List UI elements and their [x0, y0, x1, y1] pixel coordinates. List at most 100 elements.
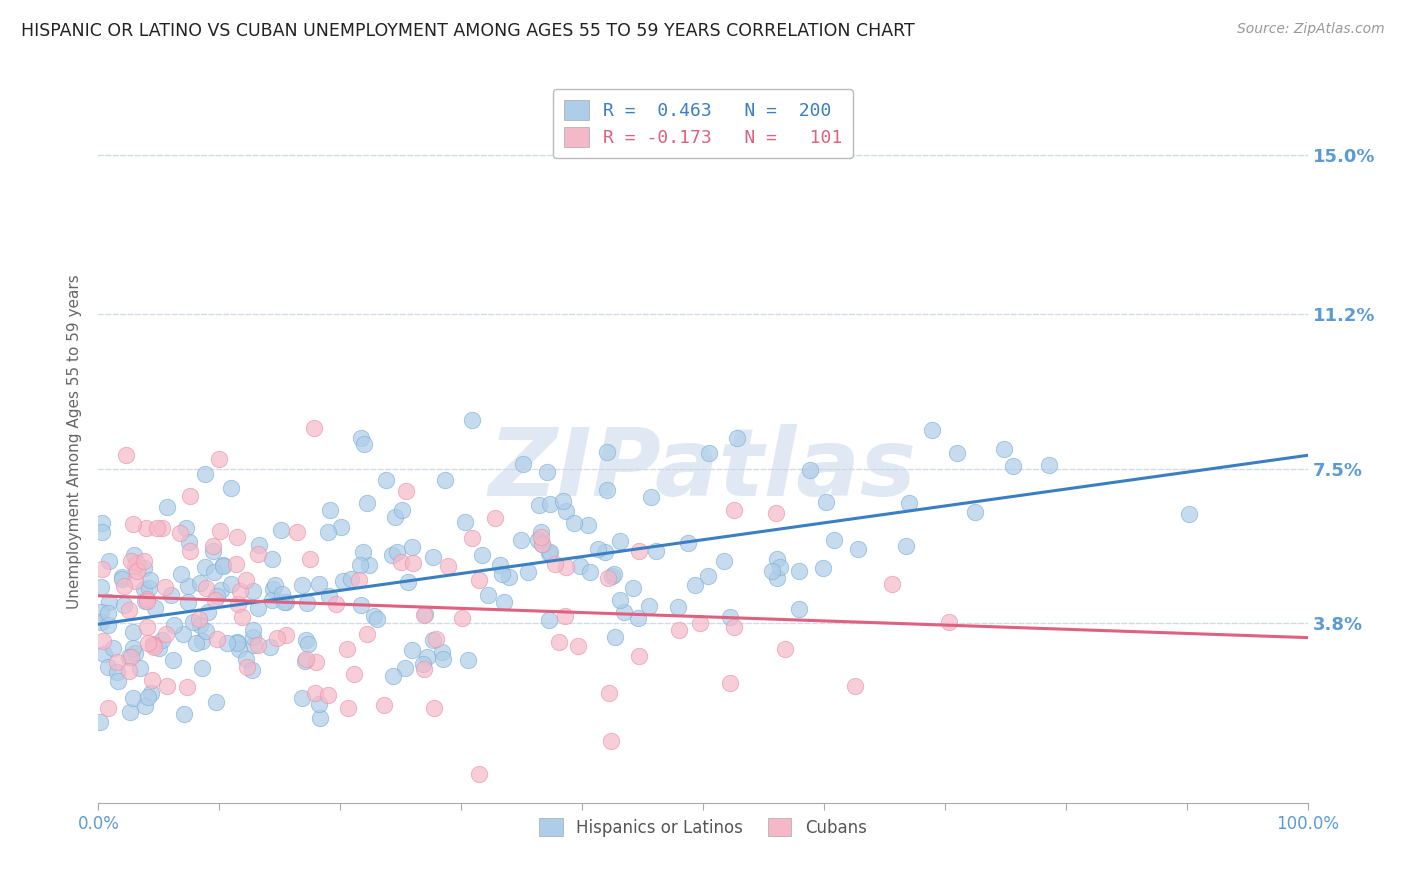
Point	[127, 564, 149, 578]
Point	[676, 536, 699, 550]
Point	[122, 640, 145, 655]
Point	[766, 551, 789, 566]
Point	[787, 602, 810, 616]
Point	[219, 577, 242, 591]
Point	[181, 615, 204, 629]
Point	[118, 664, 141, 678]
Point	[136, 636, 159, 650]
Point	[89, 714, 111, 729]
Point	[356, 627, 378, 641]
Point	[120, 650, 142, 665]
Point	[477, 588, 499, 602]
Point	[118, 650, 141, 665]
Point	[173, 706, 195, 721]
Point	[340, 573, 363, 587]
Point	[201, 543, 224, 558]
Point	[122, 548, 145, 562]
Point	[723, 503, 745, 517]
Point	[401, 540, 423, 554]
Point	[814, 495, 837, 509]
Point	[394, 660, 416, 674]
Point	[596, 571, 619, 585]
Point	[146, 521, 169, 535]
Point	[242, 624, 264, 638]
Point	[337, 701, 360, 715]
Point	[609, 534, 631, 549]
Point	[382, 668, 405, 682]
Point	[454, 515, 477, 529]
Point	[266, 631, 288, 645]
Point	[188, 575, 211, 590]
Point	[143, 640, 166, 654]
Point	[599, 734, 621, 748]
Point	[766, 571, 789, 585]
Text: HISPANIC OR LATINO VS CUBAN UNEMPLOYMENT AMONG AGES 55 TO 59 YEARS CORRELATION C: HISPANIC OR LATINO VS CUBAN UNEMPLOYMENT…	[21, 22, 915, 40]
Point	[413, 662, 436, 676]
Point	[177, 534, 200, 549]
Text: Source: ZipAtlas.com: Source: ZipAtlas.com	[1237, 22, 1385, 37]
Point	[194, 560, 217, 574]
Point	[132, 582, 155, 596]
Point	[517, 565, 540, 579]
Point	[530, 524, 553, 539]
Point	[141, 686, 163, 700]
Point	[586, 541, 609, 556]
Point	[177, 595, 200, 609]
Point	[135, 594, 157, 608]
Point	[318, 590, 340, 604]
Point	[97, 554, 120, 568]
Point	[235, 652, 257, 666]
Point	[430, 645, 453, 659]
Point	[302, 421, 325, 435]
Point	[696, 569, 718, 583]
Point	[115, 449, 138, 463]
Point	[530, 530, 553, 544]
Point	[1001, 458, 1024, 473]
Point	[141, 673, 163, 687]
Point	[325, 597, 347, 611]
Point	[112, 579, 135, 593]
Point	[433, 474, 456, 488]
Point	[125, 556, 148, 570]
Point	[609, 592, 631, 607]
Point	[169, 525, 191, 540]
Point	[172, 627, 194, 641]
Point	[273, 595, 295, 609]
Point	[120, 553, 142, 567]
Point	[295, 596, 318, 610]
Point	[823, 533, 845, 547]
Point	[89, 606, 111, 620]
Point	[143, 600, 166, 615]
Point	[811, 560, 834, 574]
Point	[787, 564, 810, 578]
Point	[91, 634, 114, 648]
Point	[90, 562, 112, 576]
Point	[436, 558, 458, 573]
Point	[336, 642, 359, 657]
Point	[1178, 507, 1201, 521]
Point	[105, 665, 128, 680]
Point	[247, 538, 270, 552]
Point	[718, 676, 741, 690]
Point	[595, 445, 617, 459]
Point	[139, 573, 162, 587]
Point	[124, 646, 146, 660]
Point	[395, 483, 418, 498]
Point	[799, 463, 821, 477]
Point	[122, 516, 145, 531]
Point	[162, 653, 184, 667]
Point	[259, 640, 281, 654]
Point	[666, 599, 689, 614]
Point	[332, 574, 354, 589]
Point	[512, 457, 534, 471]
Point	[723, 620, 745, 634]
Point	[150, 521, 173, 535]
Point	[129, 660, 152, 674]
Point	[596, 483, 619, 498]
Point	[350, 431, 373, 445]
Point	[567, 639, 589, 653]
Point	[373, 698, 395, 712]
Point	[353, 437, 375, 451]
Point	[242, 630, 264, 644]
Point	[457, 652, 479, 666]
